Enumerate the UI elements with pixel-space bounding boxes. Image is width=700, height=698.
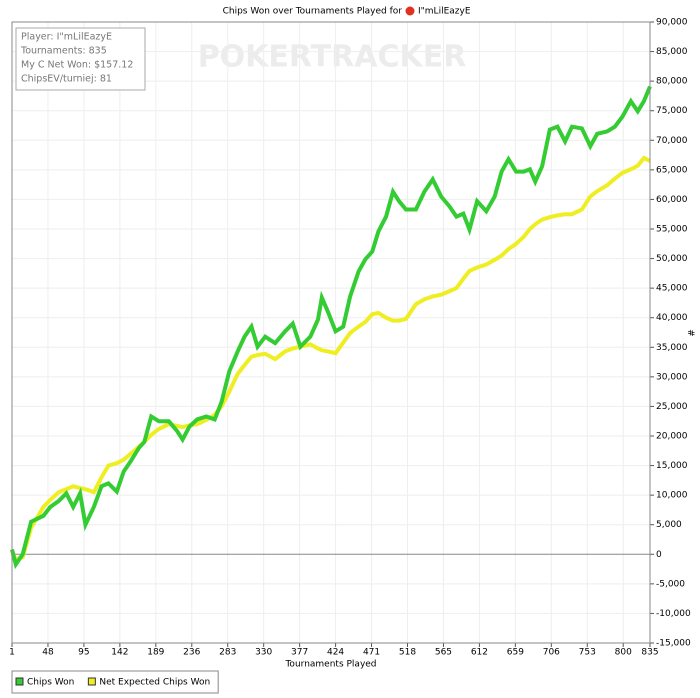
y-tick-label: 5,000 <box>656 520 682 530</box>
info-line: Player: I"mLilEazyE <box>21 32 112 43</box>
y-tick-label: -15,000 <box>656 639 691 649</box>
x-tick-label: 471 <box>363 648 380 658</box>
x-tick-label: 518 <box>399 648 416 658</box>
y-tick-label: 40,000 <box>656 313 688 323</box>
legend-swatch <box>15 677 24 686</box>
y-tick-label: 45,000 <box>656 284 688 294</box>
info-line: Tournaments: 835 <box>20 46 107 57</box>
x-tick-label: 236 <box>183 648 200 658</box>
chart-title-player: I"mLilEazyE <box>418 7 471 17</box>
y-tick-label: -5,000 <box>656 579 685 589</box>
y-tick-label: 50,000 <box>656 254 688 264</box>
y-tick-label: 90,000 <box>656 18 688 28</box>
y-tick-label: 25,000 <box>656 402 688 412</box>
watermark: POKERTRACKER <box>198 40 467 75</box>
y-tick-label: -10,000 <box>656 609 691 619</box>
info-box: Player: I"mLilEazyE Tournaments: 835 My … <box>15 27 146 91</box>
x-tick-label: 835 <box>641 648 658 658</box>
plot-frame <box>11 21 651 644</box>
site-icon <box>405 6 415 16</box>
legend-label: Net Expected Chips Won <box>99 678 210 688</box>
y-tick-label: 80,000 <box>656 77 688 87</box>
legend-frame <box>11 670 219 694</box>
x-tick-label: 706 <box>543 648 560 658</box>
y-tick-label: 85,000 <box>656 47 688 57</box>
y-tick-label: 20,000 <box>656 432 688 442</box>
legend-label: Chips Won <box>27 678 74 688</box>
y-tick-label: 0 <box>656 550 662 560</box>
plot-area <box>10 21 654 647</box>
info-line: My C Net Won: $157.12 <box>21 60 133 71</box>
y-tick-label: 55,000 <box>656 225 688 235</box>
x-tick-label: 565 <box>435 648 452 658</box>
x-tick-label: 800 <box>615 648 632 658</box>
info-line: ChipsEV/turniej: 81 <box>21 74 112 85</box>
x-tick-label: 330 <box>255 648 272 658</box>
info-frame <box>15 27 146 91</box>
x-tick-label: 189 <box>147 648 164 658</box>
series-line <box>10 85 652 570</box>
chart-title: Chips Won over Tournaments Played for <box>223 7 403 17</box>
x-tick-label: 1 <box>9 648 15 658</box>
x-tick-label: 48 <box>42 648 54 658</box>
x-tick-label: 142 <box>111 648 128 658</box>
y-tick-label: 70,000 <box>656 136 688 146</box>
y-tick-label: 75,000 <box>656 106 688 116</box>
x-axis-label: Tournaments Played <box>284 660 376 670</box>
x-tick-label: 283 <box>219 648 236 658</box>
y-tick-label: 60,000 <box>656 195 688 205</box>
x-tick-label: 95 <box>78 648 89 658</box>
legend: Chips Won Net Expected Chips Won <box>11 670 219 694</box>
x-tick-label: 612 <box>471 648 488 658</box>
y-tick-label: 15,000 <box>656 461 688 471</box>
y-tick-label: 10,000 <box>656 491 688 501</box>
y-tick-label: 35,000 <box>656 343 688 353</box>
series-line <box>10 155 651 562</box>
x-tick-label: 753 <box>579 648 596 658</box>
x-tick-label: 377 <box>291 648 308 658</box>
x-tick-label: 659 <box>507 648 524 658</box>
y-tick-label: 65,000 <box>656 165 688 175</box>
y-axis-label: # <box>688 329 698 337</box>
y-tick-label: 30,000 <box>656 372 688 382</box>
legend-swatch <box>87 677 96 686</box>
x-tick-label: 424 <box>327 648 344 658</box>
